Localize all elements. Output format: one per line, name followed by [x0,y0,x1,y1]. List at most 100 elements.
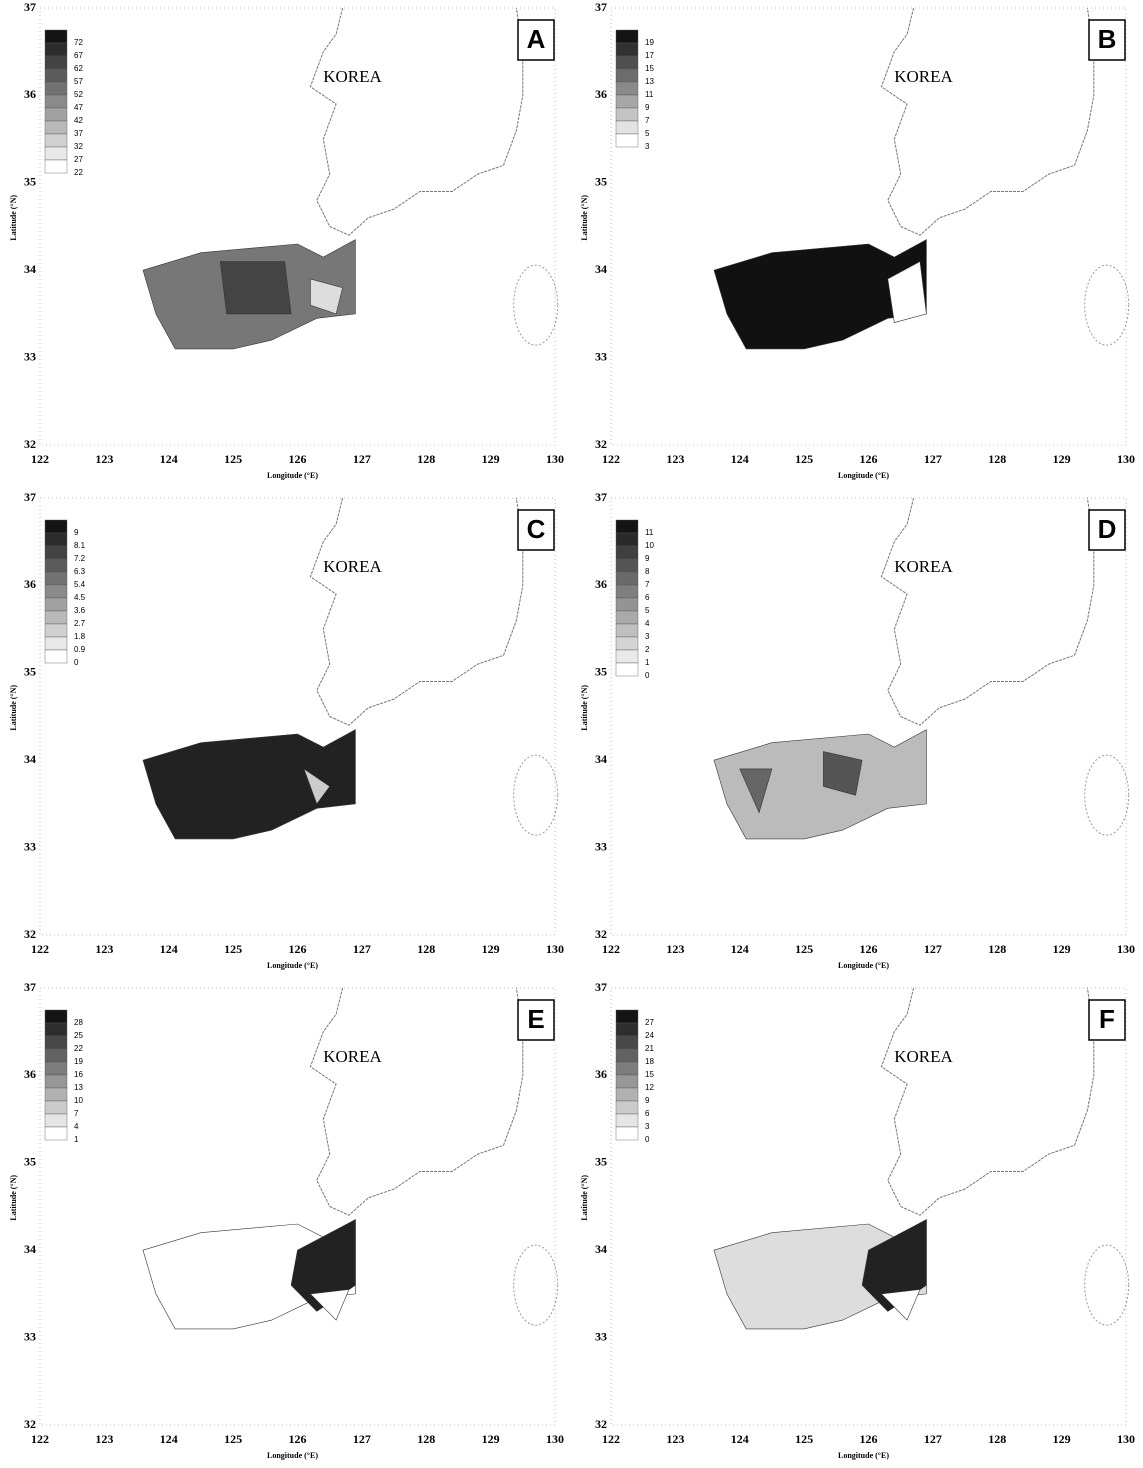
colorbar-swatch [44,81,68,96]
coastline [880,497,1095,726]
colorbar-swatch [44,1113,68,1128]
colorbar-label: 72 [74,38,83,47]
x-tick-label: 130 [546,452,564,466]
x-tick-label: 125 [795,452,813,466]
colorbar-swatch [615,94,639,109]
colorbar-swatch [615,1087,639,1102]
coastline [309,7,524,236]
colorbar-swatch [44,597,68,612]
y-axis-label: Latitude (°N) [9,1175,18,1221]
colorbar-label: 0 [645,671,650,680]
x-tick-label: 123 [95,452,113,466]
colorbar-swatch [615,571,639,586]
colorbar-swatch [615,42,639,57]
colorbar-swatch [44,107,68,122]
colorbar-label: 10 [74,1096,83,1105]
colorbar-swatch [44,1035,68,1050]
x-axis-label: Longitude (°E) [267,471,318,480]
colorbar-label: 15 [645,1070,654,1079]
y-tick-label: 32 [24,927,36,941]
contour-area [310,278,343,315]
y-tick-label: 34 [24,752,36,766]
y-tick-label: 34 [595,262,607,276]
y-tick-label: 34 [24,262,36,276]
region-label: KOREA [323,557,382,576]
colorbar-swatch [44,1009,68,1024]
colorbar-label: 47 [74,103,83,112]
colorbar-swatch [615,1035,639,1050]
colorbar-swatch [615,1100,639,1115]
colorbar-label: 21 [645,1044,654,1053]
x-tick-label: 126 [860,1432,878,1446]
colorbar-label: 7 [74,1109,79,1118]
colorbar-label: 57 [74,77,83,86]
colorbar-swatch [44,42,68,57]
x-tick-label: 127 [924,942,942,956]
colorbar-label: 62 [74,64,83,73]
coastline [309,497,524,726]
x-tick-label: 130 [546,942,564,956]
colorbar-swatch [44,1074,68,1089]
colorbar-label: 27 [645,1018,654,1027]
colorbar-label: 11 [645,528,654,537]
colorbar-swatch [615,29,639,44]
map-panel: 122 123 124 125 126 127 128 129 130 32 33 34 35 36 37 L… [9,490,564,970]
x-tick-label: 122 [602,942,620,956]
map-panel: 122 123 124 125 126 127 128 129 130 32 33 34 35 36 37 L… [9,0,564,480]
colorbar-label: 9 [645,554,650,563]
colorbar-swatch [44,68,68,83]
colorbar-swatch [44,133,68,148]
x-tick-label: 122 [31,1432,49,1446]
colorbar-label: 6.3 [74,567,86,576]
colorbar-swatch [615,1113,639,1128]
x-tick-label: 129 [1053,452,1071,466]
colorbar-swatch [44,159,68,174]
y-tick-label: 34 [24,1242,36,1256]
x-tick-label: 127 [353,452,371,466]
colorbar-swatch [44,1087,68,1102]
x-axis-label: Longitude (°E) [838,471,889,480]
colorbar-label: 4 [645,619,650,628]
colorbar-label: 11 [645,90,654,99]
y-tick-label: 37 [595,490,607,504]
x-tick-label: 126 [289,452,307,466]
colorbar-label: 32 [74,142,83,151]
colorbar-label: 4.5 [74,593,86,602]
colorbar-swatch [44,1022,68,1037]
x-tick-label: 128 [417,1432,435,1446]
colorbar-label: 18 [645,1057,654,1066]
island [513,754,559,836]
colorbar-swatch [44,1061,68,1076]
colorbar-label: 25 [74,1031,83,1040]
panel-letter-box [1088,19,1126,61]
y-tick-label: 36 [24,577,36,591]
colorbar-label: 27 [74,155,83,164]
colorbar-label: 0 [74,658,79,667]
colorbar-swatch [44,29,68,44]
colorbar-label: 13 [74,1083,83,1092]
island [1084,754,1130,836]
coastline [880,7,1095,236]
y-tick-label: 32 [24,1417,36,1431]
colorbar-label: 3.6 [74,606,86,615]
colorbar-label: 52 [74,90,83,99]
colorbar-swatch [615,597,639,612]
x-tick-label: 125 [224,942,242,956]
x-tick-label: 129 [1053,942,1071,956]
x-tick-label: 126 [860,452,878,466]
x-tick-label: 123 [95,1432,113,1446]
y-tick-label: 37 [24,490,36,504]
colorbar-swatch [44,636,68,651]
colorbar-label: 2.7 [74,619,86,628]
colorbar-swatch [615,107,639,122]
x-tick-label: 129 [482,452,500,466]
y-tick-label: 33 [24,349,36,363]
y-tick-label: 33 [595,1329,607,1343]
colorbar-swatch [615,610,639,625]
colorbar-label: 4 [74,1122,79,1131]
island [513,1244,559,1326]
colorbar-label: 24 [645,1031,654,1040]
colorbar-label: 0.9 [74,645,86,654]
colorbar-swatch [615,1022,639,1037]
x-tick-label: 130 [546,1432,564,1446]
